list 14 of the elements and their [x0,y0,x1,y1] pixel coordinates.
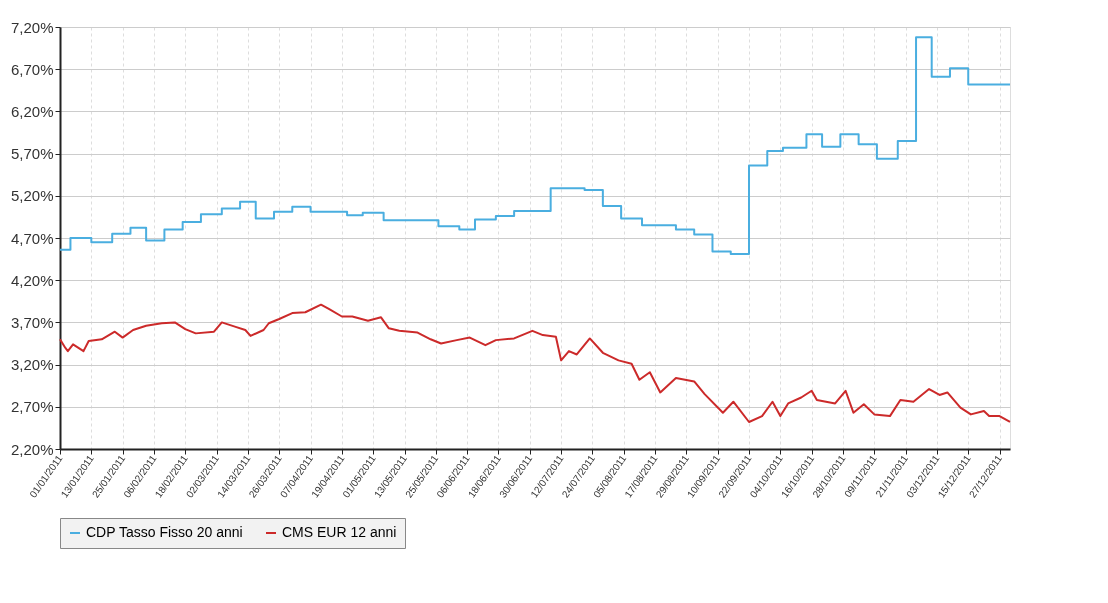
y-tick-label: 2,70% [10,398,54,416]
legend-label: CMS EUR 12 anni [282,524,397,540]
y-tick-label: 3,70% [10,313,54,331]
y-tick-label: 5,20% [10,187,54,205]
y-tick-label: 4,20% [10,271,54,289]
y-tick-label: 2,20% [10,440,54,458]
y-tick-label: 3,20% [10,356,54,374]
y-tick-label: 7,20% [10,18,54,36]
y-tick-label: 6,70% [10,60,54,78]
y-tick-label: 6,20% [10,102,54,120]
legend-label: CDP Tasso Fisso 20 anni [86,524,243,540]
y-tick-label: 5,70% [10,145,54,163]
line-series [59,303,1011,423]
y-tick-label: 4,70% [10,229,54,247]
